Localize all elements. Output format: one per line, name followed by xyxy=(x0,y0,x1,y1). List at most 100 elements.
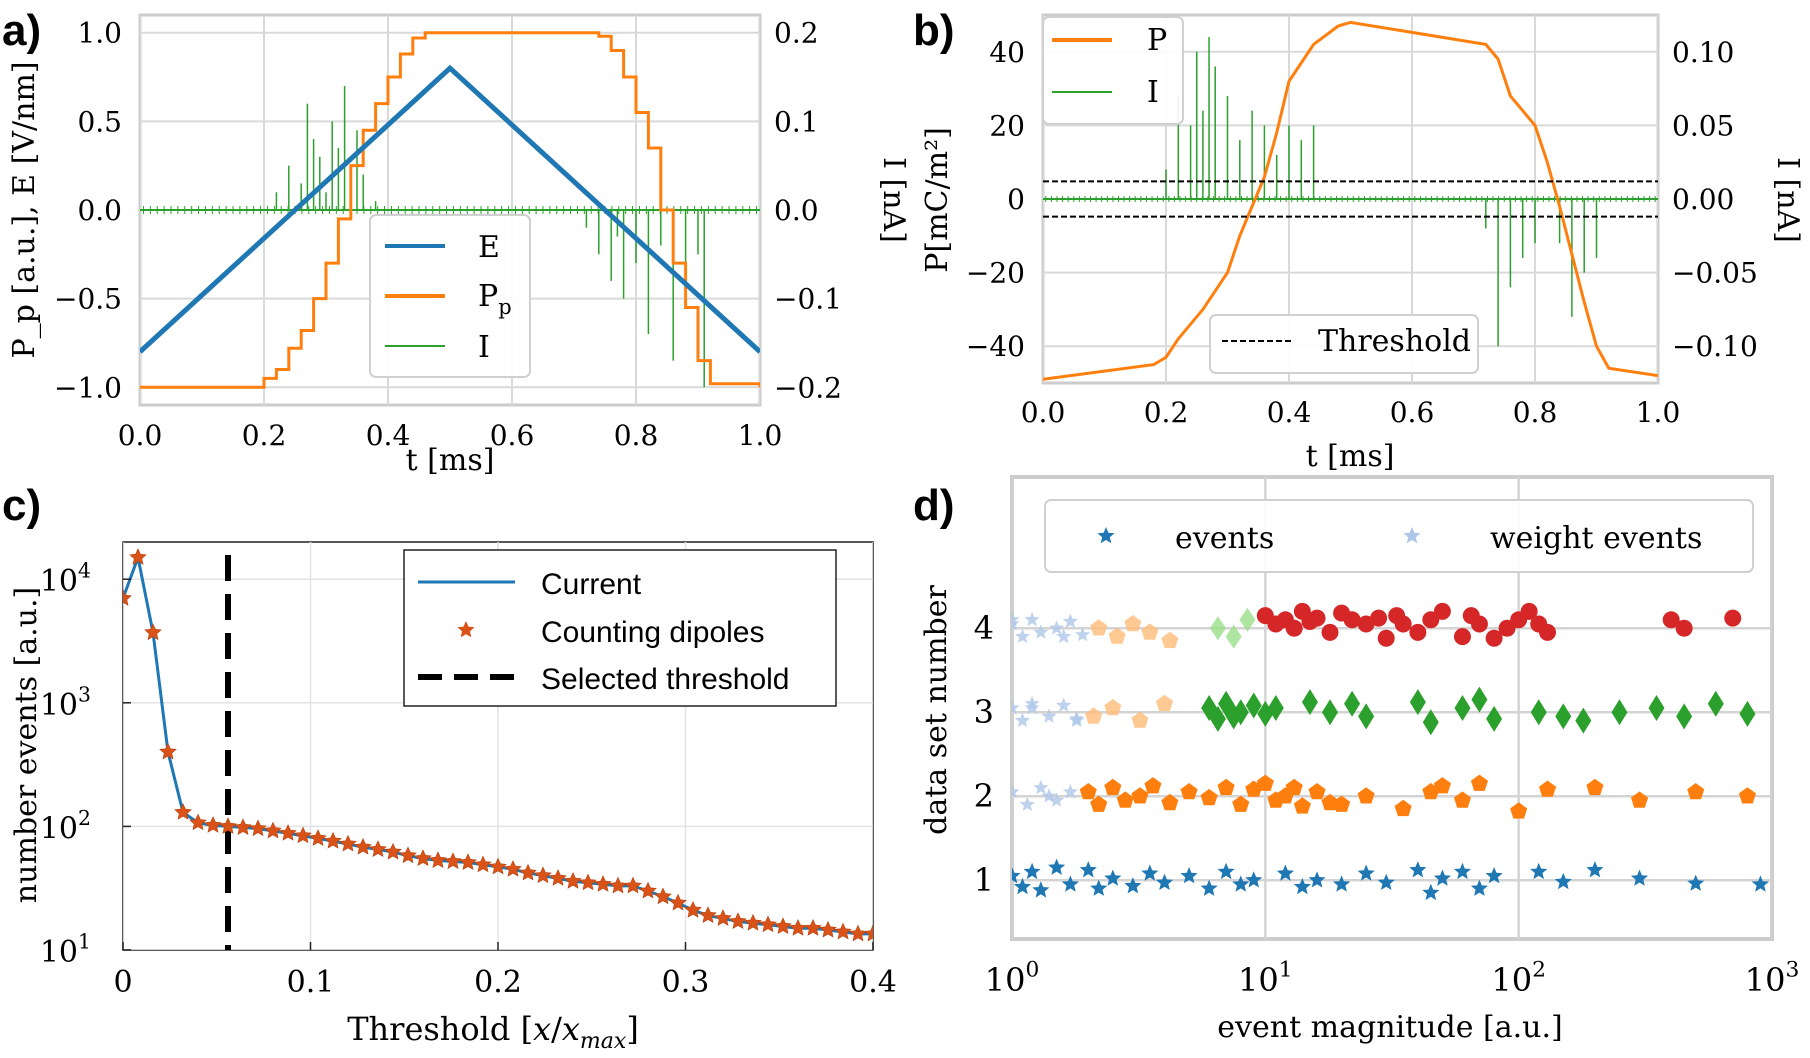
series-c-counting-marker xyxy=(249,819,267,837)
xtick-a-label: 0.0 xyxy=(118,419,163,452)
series-d-set1-marker xyxy=(1156,873,1174,890)
ytick-c-label: 103 xyxy=(40,682,91,723)
series-d-weight-pentagon xyxy=(1090,619,1108,636)
series-c-counting-marker xyxy=(774,917,792,934)
xtick-b-label: 0.4 xyxy=(1267,396,1312,429)
series-c-counting-marker xyxy=(489,857,507,875)
series-d-set2-marker xyxy=(1161,793,1179,811)
series-c-counting-marker xyxy=(699,906,717,923)
series-d-set2-marker xyxy=(1200,788,1218,806)
series-d-set3-marker xyxy=(1486,705,1503,732)
ytick-b-label: 0 xyxy=(1007,183,1025,216)
legend-a-label-p-sub: p xyxy=(498,295,511,319)
series-a-p-line xyxy=(140,31,760,389)
series-d-weight-diamond xyxy=(1225,624,1242,649)
series-c-counting-marker xyxy=(189,813,207,831)
ytick-a-label: 0.0 xyxy=(77,194,122,227)
series-d-set3-marker xyxy=(1322,699,1339,726)
series-d-weight-pentagon xyxy=(1141,623,1159,640)
ylabel-d: data set number xyxy=(919,584,954,834)
series-d-weight-marker xyxy=(1024,700,1040,715)
legend-a-label-i: I xyxy=(478,330,490,365)
series-d-weight-marker xyxy=(1033,779,1049,795)
series-d-weight-pentagon xyxy=(1156,694,1174,712)
series-d-weight-marker xyxy=(1019,796,1035,812)
series-d-set2-marker xyxy=(1453,791,1471,808)
series-d-set2-marker xyxy=(1321,793,1339,811)
series-d-set1-marker xyxy=(1485,867,1503,884)
series-d-set4-marker xyxy=(1539,623,1557,641)
series-d-set1-marker xyxy=(1048,858,1066,875)
xtick-c-label: 0.3 xyxy=(662,965,710,1000)
series-c-counting-marker xyxy=(309,829,327,846)
ylabel-b: P[mC/m²] xyxy=(920,127,955,273)
series-d-weight-marker xyxy=(1049,792,1065,807)
panel-a: a) 0.0 0.2 0.4 0.6 0.8 1.0 −1.0 −0.5 0.0 0.5 1.0 −0… xyxy=(2,6,911,478)
series-d-set2-marker xyxy=(1539,780,1557,797)
series-c-counting-marker xyxy=(519,863,537,881)
legend-c-label-selected: Selected threshold xyxy=(541,663,790,696)
xtick-d-label: 102 xyxy=(1491,958,1546,999)
series-d-set1-marker xyxy=(1293,877,1311,895)
ytick-a-label: −0.5 xyxy=(54,283,122,316)
series-d-set1-marker xyxy=(1357,864,1375,881)
plot-b-series xyxy=(1043,20,1658,381)
series-c-counting-marker xyxy=(339,834,357,852)
xtick-b-label: 0.8 xyxy=(1513,396,1558,429)
series-d-set1-marker xyxy=(1217,862,1235,880)
legend-b: P I xyxy=(1042,16,1184,125)
series-c-counting-marker xyxy=(279,824,297,841)
series-d-weight-marker xyxy=(1062,784,1078,799)
series-d-set2-marker xyxy=(1256,774,1274,791)
y2tick-a-label: 0.0 xyxy=(774,194,819,227)
series-d-set1-marker xyxy=(1586,861,1604,878)
series-d-weight-marker xyxy=(1012,611,1020,627)
series-b-p-line xyxy=(1043,20,1658,381)
legend-a-label-e: E xyxy=(478,230,500,265)
legend-c-label-current: Current xyxy=(541,568,642,601)
series-d-set1-marker xyxy=(1013,877,1031,895)
series-d-set1-marker xyxy=(1023,862,1041,880)
series-d-set1-marker xyxy=(1433,869,1451,886)
series-c-counting-marker xyxy=(444,852,462,869)
y2tick-b-label: −0.05 xyxy=(1672,257,1758,290)
ytick-c-label: 104 xyxy=(40,559,91,600)
xtick-b-label: 0.6 xyxy=(1390,396,1435,429)
xtick-b-label: 0.0 xyxy=(1021,396,1066,429)
series-d-weight-pentagon xyxy=(1085,707,1103,724)
series-a-e-line xyxy=(140,64,760,354)
xtick-a-label: 0.8 xyxy=(614,419,659,452)
series-d-set2-marker xyxy=(1217,778,1235,796)
series-d-weight-marker xyxy=(1069,712,1085,728)
ytick-d-label: 3 xyxy=(974,693,994,731)
series-d-set3-marker xyxy=(1301,689,1318,716)
series-c-counting-marker xyxy=(714,909,732,926)
y2tick-b-label: 0.00 xyxy=(1672,183,1734,216)
legend-b-label-i: I xyxy=(1147,75,1159,110)
series-c-counting-marker xyxy=(264,821,282,839)
series-d-set4-marker xyxy=(1485,629,1503,647)
series-d-set2-marker xyxy=(1116,791,1134,808)
series-d-set4-marker xyxy=(1394,615,1412,633)
legend-b-threshold: Threshold xyxy=(1209,314,1479,374)
series-d-set3-marker xyxy=(1245,692,1262,719)
series-d-set2-marker xyxy=(1631,791,1649,808)
panel-label-a: a) xyxy=(2,6,41,55)
legend-c-swatch-counting-star xyxy=(457,621,475,638)
series-c-counting-marker xyxy=(564,871,582,889)
y2tick-a-label: −0.2 xyxy=(774,371,842,404)
y2label-b: I [nA] xyxy=(1770,157,1805,243)
series-c-counting-marker xyxy=(204,816,222,833)
ylabel-a: P_p [a.u.], E [V/nm] xyxy=(7,61,42,358)
legend-b-threshold-label: Threshold xyxy=(1318,324,1471,359)
series-c-counting-marker xyxy=(834,922,852,940)
series-d-set4-marker xyxy=(1321,623,1339,641)
xlabel-a: t [ms] xyxy=(406,443,495,478)
series-d-set4-marker xyxy=(1343,611,1361,629)
xlabel-d: event magnitude [a.u.] xyxy=(1217,1010,1562,1045)
plot-d-series xyxy=(1012,602,1769,901)
plot-c-series xyxy=(123,548,873,950)
series-d-set3-marker xyxy=(1611,699,1628,726)
series-d-set2-marker xyxy=(1470,774,1488,791)
series-d-set3-marker xyxy=(1555,703,1572,730)
